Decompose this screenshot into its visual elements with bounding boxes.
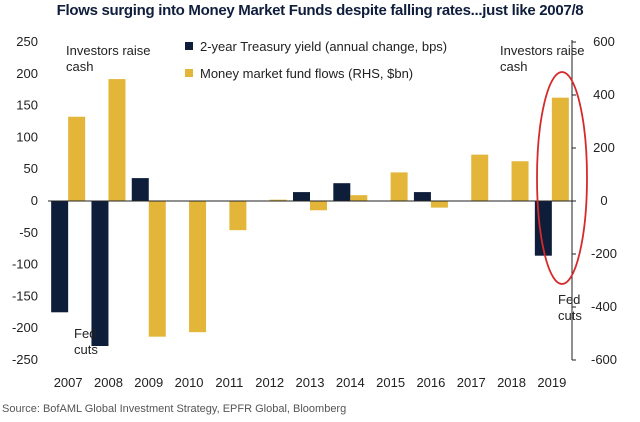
bar-mmf-2019: [551, 97, 569, 201]
y-right-tick-label: 400: [593, 87, 615, 102]
annotation-line: cuts: [558, 308, 582, 323]
bar-mmf-2012: [269, 199, 287, 201]
x-tick-label: 2011: [215, 375, 243, 390]
y-right-tick-label: -600: [591, 352, 617, 367]
highlight-circle: [536, 71, 588, 285]
annotation-note: Investors raise cash: [66, 43, 151, 74]
y-left-tick-label: 50: [24, 161, 38, 176]
bar-mmf-2015: [390, 172, 408, 201]
bar-treasury-2014: [333, 183, 351, 201]
y-right-tick-label: 200: [593, 140, 615, 155]
y-left-tick-label: -200: [12, 320, 38, 335]
legend-swatch-mmf: [185, 69, 193, 77]
y-left-tick-label: -100: [12, 257, 38, 272]
bar-mmf-2018: [511, 161, 529, 201]
legend-swatch-treasury: [185, 42, 193, 50]
source-note: Source: BofAML Global Investment Strateg…: [2, 403, 347, 415]
bar-mmf-2017: [471, 154, 489, 201]
annotation-line: cash: [500, 59, 527, 74]
x-tick-label: 2007: [54, 375, 83, 390]
annotation-line: cuts: [74, 342, 98, 357]
y-right-tick-label: 0: [600, 193, 607, 208]
bar-mmf-2009: [148, 201, 166, 337]
bar-treasury-2016: [413, 192, 431, 201]
y-left-tick-label: -250: [12, 352, 38, 367]
annotation-line: Fed: [558, 292, 580, 307]
bar-mmf-2007: [68, 116, 86, 201]
bar-mmf-2010: [189, 201, 207, 333]
y-left-tick-label: -50: [19, 225, 38, 240]
bar-treasury-2008: [91, 201, 109, 347]
y-right-tick-label: -200: [591, 246, 617, 261]
y-left-tick-label: 250: [16, 34, 38, 49]
annotation-line: Investors raise: [66, 43, 151, 58]
x-tick-label: 2019: [537, 375, 566, 390]
x-tick-label: 2016: [416, 375, 445, 390]
x-tick-label: 2010: [175, 375, 204, 390]
x-tick-label: 2015: [376, 375, 405, 390]
chart-title: Flows surging into Money Market Funds de…: [56, 2, 584, 19]
bar-treasury-2009: [131, 178, 149, 201]
annotation-note: Fed cuts: [74, 326, 98, 357]
annotation-line: cash: [66, 59, 93, 74]
y-left-tick-label: 0: [31, 193, 38, 208]
legend-label-mmf: Money market fund flows (RHS, $bn): [200, 66, 413, 81]
y-left-tick-label: -150: [12, 288, 38, 303]
x-tick-label: 2013: [296, 375, 325, 390]
x-tick-label: 2009: [134, 375, 163, 390]
bar-mmf-2014: [350, 195, 368, 201]
y-right-tick-label: -400: [591, 299, 617, 314]
money-market-chart: 250 200 150 100 50 0 -50 -100 -150 -200 -250 600 400…: [12, 34, 617, 390]
x-tick-label: 2017: [457, 375, 486, 390]
x-tick-label: 2012: [255, 375, 284, 390]
y-left-tick-label: 150: [16, 98, 38, 113]
annotation-line: Fed: [74, 326, 96, 341]
y-left-tick-label: 200: [16, 66, 38, 81]
y-left-tick-label: 100: [16, 129, 38, 144]
bar-treasury-2007: [51, 201, 69, 313]
x-tick-label: 2008: [94, 375, 123, 390]
bar-mmf-2013: [310, 201, 327, 211]
legend-label-treasury: 2-year Treasury yield (annual change, bp…: [200, 39, 447, 54]
y-right-tick-label: 600: [593, 34, 615, 49]
annotation-line: Investors raise: [500, 43, 585, 58]
bar-mmf-2016: [430, 201, 448, 208]
annotation-note: Investors raise cash: [500, 43, 585, 74]
x-tick-label: 2014: [336, 375, 365, 390]
x-tick-label: 2018: [497, 375, 526, 390]
bar-mmf-2011: [229, 201, 247, 231]
bar-mmf-2008: [108, 79, 126, 201]
legend: 2-year Treasury yield (annual change, bp…: [185, 39, 447, 81]
annotation-note: Fed cuts: [558, 292, 582, 323]
bar-treasury-2013: [293, 192, 310, 201]
